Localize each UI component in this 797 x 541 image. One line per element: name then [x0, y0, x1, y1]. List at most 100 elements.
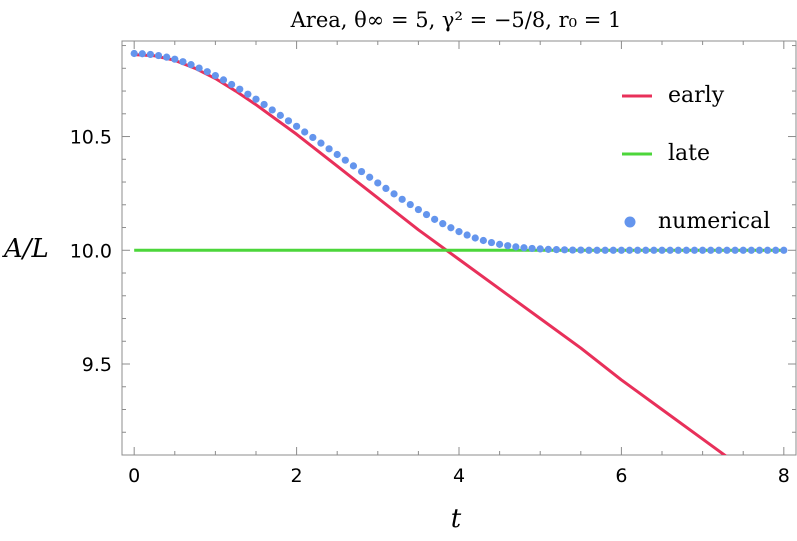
- point-numerical: [682, 246, 690, 254]
- point-numerical: [431, 215, 439, 223]
- point-numerical: [163, 53, 171, 61]
- point-numerical: [763, 246, 772, 254]
- point-numerical: [341, 156, 349, 164]
- legend-label-late: late: [668, 141, 710, 166]
- y-tick-label: 9.5: [82, 354, 112, 376]
- point-numerical: [244, 90, 252, 98]
- point-numerical: [398, 195, 406, 203]
- point-numerical: [374, 179, 382, 187]
- point-numerical: [301, 128, 309, 136]
- point-numerical: [317, 139, 325, 147]
- legend: early late numerical: [622, 83, 770, 234]
- point-numerical: [690, 246, 699, 254]
- point-numerical: [780, 246, 788, 254]
- point-numerical: [528, 244, 536, 253]
- point-numerical: [439, 220, 447, 228]
- x-axis-title: t: [451, 504, 462, 534]
- tick-labels: 0 2 4 6 8 9.5 10.0 10.5: [70, 127, 790, 487]
- point-numerical: [447, 224, 455, 232]
- point-numerical: [203, 68, 211, 76]
- point-numerical: [504, 242, 512, 250]
- point-numerical: [406, 200, 414, 209]
- point-numerical: [658, 246, 666, 254]
- point-numerical: [552, 245, 561, 254]
- point-numerical: [219, 76, 228, 84]
- point-numerical: [138, 50, 146, 58]
- point-numerical: [569, 246, 577, 254]
- point-numerical: [544, 245, 552, 253]
- point-numerical: [325, 145, 333, 153]
- point-numerical: [755, 246, 764, 254]
- point-numerical: [455, 228, 463, 236]
- point-numerical: [723, 246, 731, 254]
- point-numerical: [268, 106, 276, 114]
- y-axis-title: A/L: [2, 234, 49, 264]
- point-numerical: [471, 234, 479, 242]
- point-numerical: [496, 240, 504, 248]
- major-ticks: [122, 41, 796, 455]
- point-numerical: [609, 246, 617, 254]
- point-numerical: [650, 246, 658, 254]
- chart-title: Area, θ∞ = 5, γ² = −5/8, r₀ = 1: [290, 8, 622, 32]
- legend-label-early: early: [668, 83, 725, 108]
- point-numerical: [707, 246, 715, 254]
- series-layer: [130, 49, 788, 455]
- legend-swatch-numerical: [624, 216, 636, 228]
- point-numerical: [309, 133, 317, 142]
- point-numerical: [252, 95, 260, 103]
- point-numerical: [349, 162, 358, 170]
- point-numerical: [560, 246, 569, 254]
- point-numerical: [154, 51, 163, 60]
- point-numerical: [585, 246, 593, 254]
- point-numerical: [422, 210, 431, 219]
- minor-ticks: [122, 41, 796, 455]
- point-numerical: [228, 80, 236, 89]
- point-numerical: [187, 61, 195, 69]
- point-numerical: [520, 244, 528, 252]
- point-numerical: [593, 246, 601, 254]
- point-numerical: [292, 122, 301, 130]
- point-numerical: [536, 245, 544, 253]
- point-numerical: [382, 184, 390, 193]
- point-numerical: [772, 246, 780, 254]
- point-numerical: [642, 246, 650, 254]
- point-numerical: [512, 243, 520, 251]
- point-numerical: [463, 231, 471, 239]
- point-numerical: [715, 246, 723, 254]
- point-numerical: [236, 85, 244, 93]
- point-numerical: [390, 190, 398, 198]
- point-numerical: [276, 111, 284, 119]
- point-numerical: [577, 246, 585, 254]
- point-numerical: [747, 246, 755, 254]
- legend-label-numerical: numerical: [658, 209, 770, 234]
- point-numerical: [601, 246, 609, 254]
- point-numerical: [211, 71, 219, 80]
- point-numerical: [146, 50, 155, 59]
- point-numerical: [171, 55, 179, 63]
- point-numerical: [130, 49, 138, 58]
- x-tick-label: 2: [291, 465, 303, 487]
- point-numerical: [739, 246, 747, 254]
- x-tick-label: 8: [778, 465, 790, 487]
- point-numerical: [333, 150, 341, 159]
- point-numerical: [625, 246, 634, 254]
- point-numerical: [179, 58, 187, 66]
- x-tick-label: 4: [453, 465, 465, 487]
- point-numerical: [617, 246, 626, 254]
- point-numerical: [731, 246, 739, 254]
- point-numerical: [414, 205, 422, 214]
- point-numerical: [487, 238, 496, 247]
- x-tick-label: 6: [615, 465, 627, 487]
- y-tick-label: 10.5: [70, 127, 112, 149]
- point-numerical: [260, 100, 268, 109]
- point-numerical: [284, 117, 293, 125]
- series-line-early: [134, 53, 728, 455]
- point-numerical: [666, 246, 674, 254]
- x-tick-label: 0: [128, 465, 140, 487]
- point-numerical: [195, 64, 203, 72]
- point-numerical: [699, 246, 707, 254]
- y-tick-label: 10.0: [70, 240, 112, 262]
- point-numerical: [357, 167, 366, 176]
- point-numerical: [366, 173, 374, 181]
